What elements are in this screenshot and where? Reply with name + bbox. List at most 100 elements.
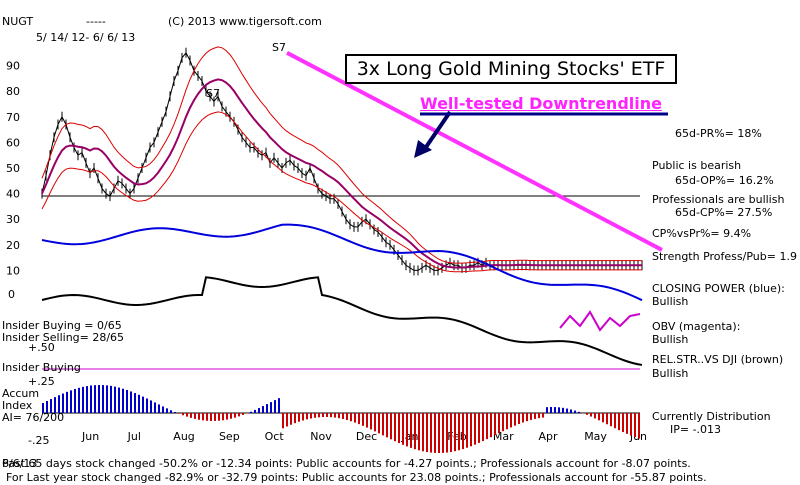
accum-bar bbox=[42, 403, 44, 413]
accum-bar bbox=[198, 413, 200, 420]
accum-bar bbox=[526, 413, 528, 422]
accum-bar bbox=[610, 413, 612, 427]
accum-bar bbox=[554, 407, 556, 413]
accum-bar bbox=[442, 413, 444, 453]
accum-bar bbox=[130, 391, 132, 413]
accum-bar bbox=[502, 413, 504, 432]
accum-bar bbox=[210, 413, 212, 421]
sell-signal-label-2: S7 bbox=[206, 87, 220, 100]
x-tick-label: Jun bbox=[629, 430, 647, 443]
accum-bar bbox=[370, 413, 372, 430]
accum-bar bbox=[294, 413, 296, 424]
accum-bar bbox=[482, 413, 484, 442]
accum-bar bbox=[50, 399, 52, 413]
accum-bar bbox=[314, 413, 316, 418]
accum-bar bbox=[478, 413, 480, 443]
y-tick-label: 50 bbox=[6, 162, 20, 175]
accum-bar bbox=[598, 413, 600, 421]
strength-stat: Strength Profess/Pub= 1.9 bbox=[652, 250, 797, 263]
accum-bar bbox=[222, 413, 224, 421]
accum-bar bbox=[342, 413, 344, 420]
accum-bar bbox=[142, 396, 144, 413]
accum-bar bbox=[154, 402, 156, 413]
accum-bar bbox=[234, 413, 236, 418]
accum-bar bbox=[474, 413, 476, 445]
ticker: NUGT bbox=[2, 15, 34, 28]
accum-bar bbox=[338, 413, 340, 419]
x-tick-label: Jun bbox=[81, 430, 99, 443]
accum-bar bbox=[98, 385, 100, 413]
x-tick-label: Aug bbox=[173, 430, 194, 443]
accum-bar bbox=[470, 413, 472, 447]
accum-bar bbox=[550, 407, 552, 413]
lower-band-line bbox=[41, 111, 642, 273]
accum-bar bbox=[66, 391, 68, 413]
accum-bar bbox=[134, 393, 136, 413]
accum-bar bbox=[94, 385, 96, 413]
accum-bar bbox=[362, 413, 364, 426]
accum-bar bbox=[254, 409, 256, 413]
y-tick-label: 10 bbox=[6, 264, 20, 277]
accum-bar bbox=[242, 413, 244, 415]
accum-bar bbox=[430, 413, 432, 453]
accum-bar bbox=[150, 400, 152, 413]
accum-bar bbox=[498, 413, 500, 434]
accum-bar bbox=[382, 413, 384, 436]
accum-bar bbox=[78, 387, 80, 413]
accum-bar bbox=[310, 413, 312, 419]
accum-bar bbox=[626, 413, 628, 434]
accum-bar bbox=[350, 413, 352, 422]
accum-bar bbox=[318, 413, 320, 418]
accum-bar bbox=[214, 413, 216, 421]
accum-bar bbox=[274, 400, 276, 413]
accum-bar bbox=[446, 413, 448, 453]
accum-bar bbox=[390, 413, 392, 440]
insider-buying-label: Insider Buying bbox=[2, 361, 81, 374]
accum-bar bbox=[206, 413, 208, 421]
accum-bar bbox=[406, 413, 408, 447]
accum-bar bbox=[542, 413, 544, 418]
closing-power-line bbox=[41, 223, 643, 302]
accum-bar bbox=[90, 385, 92, 413]
accum-bar bbox=[258, 408, 260, 413]
accum-bar bbox=[522, 413, 524, 423]
accum-bar bbox=[386, 413, 388, 438]
accum-bar bbox=[530, 413, 532, 420]
public-stat: Public is bearish bbox=[652, 159, 742, 172]
accum-bar bbox=[394, 413, 396, 442]
index-label: Index bbox=[2, 399, 33, 412]
accum-bar bbox=[86, 386, 88, 413]
y-tick-label: 70 bbox=[6, 111, 20, 124]
accum-bar bbox=[114, 386, 116, 413]
accum-tick-50: +.50 bbox=[28, 341, 55, 354]
accum-bar bbox=[602, 413, 604, 423]
accum-bar bbox=[190, 413, 192, 418]
obv-line bbox=[559, 310, 641, 332]
accum-bar bbox=[306, 413, 308, 420]
downtrend-line bbox=[286, 51, 663, 252]
accum-bar bbox=[574, 410, 576, 413]
accum-bar bbox=[302, 413, 304, 421]
accum-bar bbox=[286, 413, 288, 427]
obv-state: Bullish bbox=[652, 333, 689, 346]
accum-bar bbox=[566, 408, 568, 413]
accum-bar bbox=[226, 413, 228, 420]
cpvspr-stat: CP%vsPr%= 9.4% bbox=[652, 227, 752, 240]
accum-bar bbox=[298, 413, 300, 422]
accum-bar bbox=[290, 413, 292, 425]
y-tick-label: 90 bbox=[6, 60, 20, 73]
accum-bar bbox=[58, 395, 60, 413]
x-tick-label: Sep bbox=[219, 430, 240, 443]
op-stat: 65d-OP%= 16.2% bbox=[675, 174, 774, 187]
accum-tick-neg25: -.25 bbox=[28, 434, 50, 447]
accum-bar bbox=[330, 413, 332, 418]
accum-bar bbox=[162, 406, 164, 413]
x-tick-label: Nov bbox=[310, 430, 332, 443]
accum-bar bbox=[250, 411, 252, 413]
accum-bar bbox=[622, 413, 624, 433]
cp-stat: 65d-CP%= 27.5% bbox=[675, 206, 773, 219]
accum-bar bbox=[262, 406, 264, 413]
closing-power-label: CLOSING POWER (blue): bbox=[652, 282, 785, 295]
ip-stat: IP= -.013 bbox=[670, 423, 722, 436]
accum-bar bbox=[570, 409, 572, 413]
